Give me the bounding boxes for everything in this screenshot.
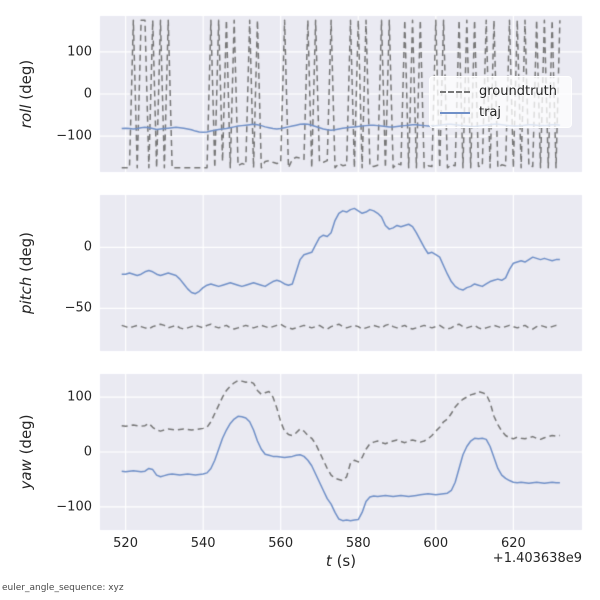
x-axis-label: t (s) xyxy=(326,552,356,570)
pitch-axis-unit: (deg) xyxy=(17,231,35,277)
footer-note: euler_angle_sequence: xyz xyxy=(2,583,124,593)
legend-entry-traj: traj xyxy=(439,105,557,120)
roll-axis-unit: (deg) xyxy=(17,59,35,105)
pitch-axis-var: pitch xyxy=(17,276,35,315)
y-tick-label: 100 xyxy=(67,389,92,405)
x-axis-var: t xyxy=(325,552,332,570)
legend: groundtruth traj xyxy=(428,76,572,128)
roll-axis-label: roll (deg) xyxy=(17,60,35,128)
dashed-line-sample-icon xyxy=(439,90,470,93)
legend-label-groundtruth: groundtruth xyxy=(478,84,557,99)
legend-label-traj: traj xyxy=(478,105,502,120)
x-axis-offset: +1.403638e9 xyxy=(492,551,582,566)
y-tick-label: 100 xyxy=(67,44,92,60)
solid-line-sample-icon xyxy=(439,111,470,114)
x-tick-label: 580 xyxy=(345,536,371,551)
y-tick-label: 0 xyxy=(83,444,92,460)
yaw-axis-var: yaw xyxy=(17,459,35,490)
yaw-axis-unit: (deg) xyxy=(17,414,35,460)
x-tick-label: 540 xyxy=(190,536,216,551)
y-tick-label: −100 xyxy=(56,128,92,144)
x-tick-label: 520 xyxy=(113,536,138,551)
pitch-axis-label: pitch (deg) xyxy=(17,232,35,314)
yaw-axis-label: yaw (deg) xyxy=(17,414,35,489)
y-tick-label: 0 xyxy=(83,86,92,102)
y-tick-label: −50 xyxy=(64,300,92,316)
x-tick-label: 560 xyxy=(268,536,294,551)
roll-axis-var: roll xyxy=(17,104,35,129)
y-tick-label: 0 xyxy=(83,239,92,255)
x-tick-label: 600 xyxy=(423,536,449,551)
x-tick-label: 620 xyxy=(500,536,526,551)
x-axis-unit: (s) xyxy=(331,552,357,570)
legend-entry-groundtruth: groundtruth xyxy=(439,84,557,99)
y-tick-label: −100 xyxy=(56,499,92,515)
